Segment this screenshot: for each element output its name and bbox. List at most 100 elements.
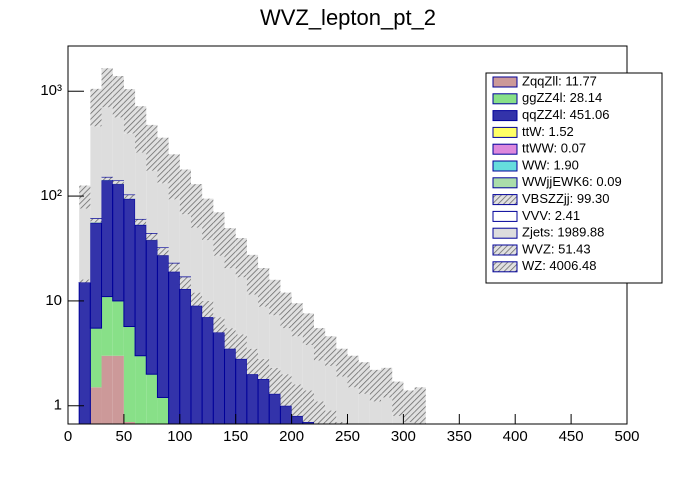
x-tick-label: 450 (559, 428, 584, 445)
bar-segment (359, 390, 370, 393)
bar-segment (157, 183, 168, 247)
x-tick-label: 100 (167, 428, 192, 445)
bar-segment (325, 411, 336, 424)
bar-segment (113, 356, 124, 424)
bar-segment (191, 226, 202, 228)
bar-segment (191, 228, 202, 293)
legend-swatch (493, 178, 517, 188)
bar-segment (135, 225, 146, 356)
chart-title: WVZ_lepton_pt_2 (260, 5, 436, 30)
bar-segment (381, 397, 392, 424)
bar-segment (269, 280, 280, 312)
bar-segment (124, 199, 135, 326)
bar-segment (370, 370, 381, 398)
bar-segment (236, 359, 247, 424)
bar-segment (191, 306, 202, 424)
bar-segment (113, 76, 124, 117)
bar-segment (113, 301, 124, 356)
bar-segment (135, 219, 146, 225)
bar-segment (314, 328, 325, 356)
legend-label: ZqqZll: 11.77 (522, 73, 597, 88)
bar-segment (247, 349, 258, 374)
x-tick-label: 500 (614, 428, 639, 445)
bar-segment (102, 180, 113, 296)
bar-segment (102, 107, 113, 177)
bar-segment (157, 248, 168, 256)
bar-segment (225, 266, 236, 268)
bar-segment (336, 349, 347, 372)
bar-segment (314, 356, 325, 361)
bar-segment (169, 263, 180, 272)
legend-label: WVZ: 51.43 (522, 241, 591, 256)
bar-segment (79, 282, 90, 424)
bar-segment (146, 374, 157, 424)
bar-segment (169, 198, 180, 199)
bar-segment (225, 228, 236, 266)
bar-segment (370, 401, 381, 424)
bar-segment (157, 397, 168, 424)
legend-swatch (493, 228, 517, 238)
bar-segment (348, 387, 359, 424)
bar-segment (348, 382, 359, 388)
bar-segment (169, 199, 180, 262)
y-tick-label: 1 (54, 397, 62, 414)
bar-segment (225, 268, 236, 328)
legend-label: WW: 1.90 (522, 157, 579, 172)
bar-segment (102, 297, 113, 356)
x-tick-label: 300 (391, 428, 416, 445)
bar-segment (135, 106, 146, 152)
bar-segment (280, 374, 291, 406)
x-tick-label: 0 (64, 428, 72, 445)
bar-segment (124, 195, 135, 199)
bar-segment (258, 303, 269, 307)
x-tick-label: 50 (116, 428, 133, 445)
bar-segment (113, 118, 124, 181)
bar-segment (280, 406, 291, 424)
bar-segment (392, 416, 403, 424)
bar-segment (280, 293, 291, 325)
bar-segment (213, 254, 224, 256)
bar-segment (135, 152, 146, 218)
bar-segment (403, 390, 414, 415)
bar-segment (90, 89, 101, 126)
legend-label: VVV: 2.41 (522, 208, 580, 223)
y-tick-label: 10² (40, 187, 62, 204)
legend-label: Zjets: 1989.88 (522, 225, 604, 240)
bar-segment (247, 295, 258, 349)
bar-segment (124, 89, 135, 133)
bar-segment (202, 317, 213, 424)
bar-segment (415, 387, 426, 422)
bar-segment (236, 334, 247, 359)
bar-segment (269, 368, 280, 394)
bar-segment (292, 416, 303, 424)
bar-segment (258, 268, 269, 303)
legend-swatch (493, 211, 517, 221)
bar-segment (303, 345, 314, 390)
bar-segment (90, 387, 101, 424)
bar-segment (202, 199, 213, 239)
bar-segment (90, 218, 101, 222)
x-tick-label: 200 (279, 428, 304, 445)
bar-segment (213, 212, 224, 254)
legend-swatch (493, 144, 517, 154)
bar-segment (325, 366, 336, 411)
legend-label: WZ: 4006.48 (522, 258, 596, 273)
bar-segment (225, 349, 236, 424)
bar-segment (303, 342, 314, 345)
legend-swatch (493, 161, 517, 171)
bar-segment (113, 181, 124, 184)
bar-segment (359, 362, 370, 390)
bar-segment (202, 240, 213, 301)
bar-segment (213, 332, 224, 424)
legend-swatch (493, 127, 517, 137)
bar-segment (325, 362, 336, 366)
y-tick-label: 10³ (40, 82, 62, 99)
legend-label: qqZZ4l: 451.06 (522, 107, 609, 122)
bar-segment (325, 336, 336, 362)
bar-segment (236, 238, 247, 275)
bar-segment (90, 328, 101, 387)
bar-segment (292, 384, 303, 416)
bar-segment (102, 68, 113, 107)
bar-segment (146, 125, 157, 170)
